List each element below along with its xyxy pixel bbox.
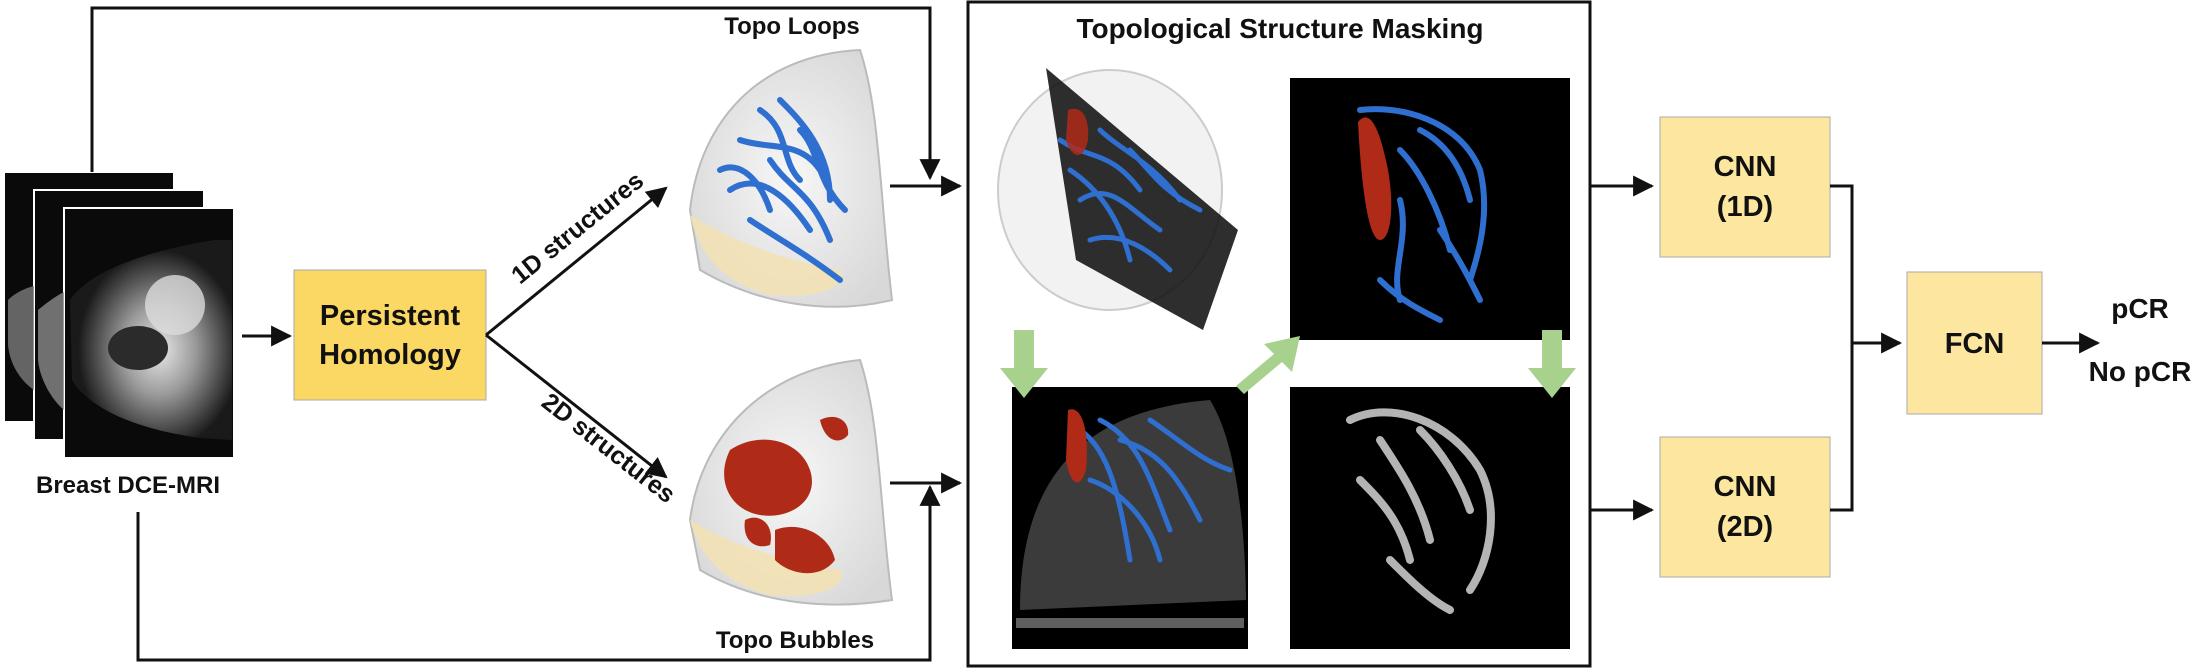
persistent-homology-line2: Homology [319,339,461,371]
loops-tissue [690,215,842,296]
edge-cnn1d-to-fcn [1830,184,1854,343]
edge-label-1d: 1D structures [506,166,649,289]
edge-ph-to-bubbles [485,333,668,479]
green-arrow-down-right [1528,330,1576,398]
slicing-plane [1046,68,1238,330]
topo-bubbles-render [688,358,894,606]
green-arrow-diagonal [1236,336,1300,394]
panel-masked-structures [1346,408,1495,614]
persistent-homology-node: Persistent Homology [293,269,487,401]
panel-slice-tumor [1066,409,1087,483]
panel-masked-bg [1290,387,1570,649]
cnn-2d-line1: CNN [1714,471,1777,503]
masking-panel-mask [1290,78,1570,340]
mri-tumor-region [108,326,168,370]
output-pcr: pCR [2111,293,2169,324]
edge-mri-to-masking-bottom [136,484,941,662]
topo-loops-render [688,48,894,308]
panel-mask-tumor [1358,117,1392,240]
cnn-1d-line2: (1D) [1717,191,1773,223]
output-no-pcr: No pCR [2089,356,2192,387]
mri-label: Breast DCE-MRI [36,472,220,499]
panel-slice-floor [1016,618,1244,628]
edge-mri-to-masking-top [90,6,941,181]
mri-breast-edge-back [8,286,34,390]
cnn-2d-node: CNN (2D) [1659,436,1831,578]
edge-label-2d: 2D structures [536,388,680,509]
persistent-homology-line1: Persistent [320,300,461,332]
panel-mask-vessels [1357,106,1488,323]
fcn-box [1906,271,2043,415]
fcn-node: FCN [1906,271,2043,415]
panel-3d-vessels [1057,127,1203,273]
cnn-1d-line1: CNN [1714,151,1777,183]
cnn-2d-box [1659,436,1831,578]
persistent-homology-box [293,269,487,401]
panel-3d-tumor [1066,108,1089,155]
cnn-1d-box [1659,116,1831,258]
cnn-1d-node: CNN (1D) [1659,116,1831,258]
bubbles-tissue [690,520,842,596]
panel-slice-vessels [1077,417,1233,563]
cnn-2d-line2: (2D) [1717,511,1773,543]
masking-flow-arrows [1000,330,1576,398]
topo-bubbles-label: Topo Bubbles [716,627,874,654]
loops-vessels [717,97,848,283]
masking-panel-3d-plane [997,68,1238,330]
fcn-label: FCN [1945,328,2005,360]
masking-title: Topological Structure Masking [1076,13,1483,44]
bubbles-blobs [724,416,849,574]
green-arrow-down-left [1000,330,1048,398]
mri-stack [3,171,235,459]
masking-panel-masked-mri [1290,387,1570,649]
masking-panel-slice-2d [1012,387,1248,649]
edge-cnn2d-to-fcn [1830,343,1854,512]
topo-loops-label: Topo Loops [724,13,860,40]
mri-breast-edge-mid [38,292,64,410]
edge-ph-to-loops [485,186,668,337]
mri-tissue-bright [145,275,205,335]
masking-box [966,0,1592,668]
